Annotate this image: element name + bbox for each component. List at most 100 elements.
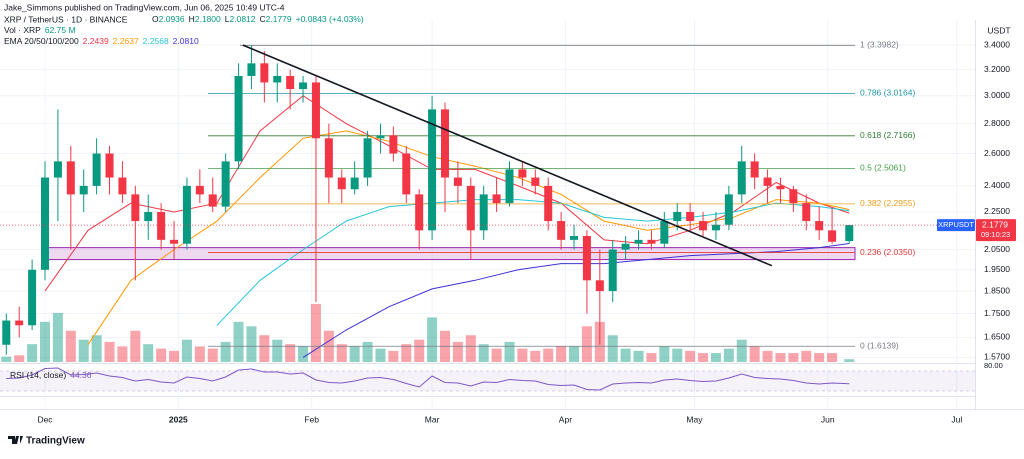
fib-label: 0.618 (2.7166)	[860, 130, 915, 140]
x-tick-label: Dec	[37, 414, 53, 424]
volume-value: 62.75 M	[45, 25, 76, 35]
volume-label: Vol · XRP 62.75 M	[4, 25, 76, 35]
candle-body	[699, 221, 708, 231]
fib-label: 0.382 (2.2955)	[860, 198, 915, 208]
candle-body	[518, 169, 527, 178]
rsi-line	[6, 367, 850, 391]
y-tick-label: 1.9500	[984, 264, 1010, 274]
volume-bar	[194, 346, 205, 362]
volume-bar	[401, 344, 412, 362]
candle-body	[273, 75, 282, 83]
volume-bar	[801, 350, 812, 362]
candle-body	[595, 280, 604, 292]
ema-value: 2.2439	[83, 36, 109, 46]
volume-bar	[349, 346, 360, 362]
volume-bar	[220, 341, 231, 362]
x-tick-label: May	[686, 414, 703, 424]
ohlc-key: L	[225, 14, 230, 24]
candle-body	[582, 236, 591, 281]
ohlc-key: O	[152, 14, 159, 24]
candle-body	[324, 138, 333, 178]
candle-body	[195, 185, 204, 195]
volume-bar	[698, 353, 709, 362]
candle-body	[453, 177, 462, 186]
x-tick-label: Jun	[821, 414, 835, 424]
volume-bar	[478, 344, 489, 362]
candle-body	[350, 177, 359, 190]
candle-body	[234, 75, 243, 162]
candle-body	[105, 153, 114, 178]
ohlc-value: 2.1779	[266, 14, 292, 24]
ema-legend: EMA 20/50/100/200 2.2439 2.2637 2.2568 2.081…	[4, 36, 199, 46]
volume-bar	[78, 339, 89, 362]
x-tick-label: Mar	[425, 414, 440, 424]
logo: TradingView	[8, 436, 85, 447]
candle-body	[466, 185, 475, 231]
volume-bar	[169, 350, 180, 362]
price-tag-value: 2.1779	[982, 219, 1008, 229]
y-tick-label: 3.4000	[984, 39, 1010, 49]
volume-bar	[633, 350, 644, 362]
labels: Jake_Simmons published on TradingView.co…	[4, 2, 1011, 446]
volume-bar	[1, 356, 12, 362]
rsi-legend: RSI (14, close) 44.36	[10, 370, 92, 380]
rsi: 80.00	[0, 361, 1003, 392]
symbol: XRP / TetherUS · 1D · BINANCE	[4, 14, 128, 24]
candle-body	[750, 161, 759, 178]
candles	[2, 45, 854, 355]
candle-body	[544, 185, 553, 222]
volume-bar	[465, 335, 476, 362]
rsi-value: 44.36	[70, 370, 92, 380]
candle-body	[144, 211, 153, 222]
candle-body	[711, 224, 720, 231]
candle-body	[686, 211, 695, 222]
y-tick-label: 1.7500	[984, 308, 1010, 318]
candle-body	[79, 185, 88, 195]
volume-bar	[685, 350, 696, 362]
volume-bar	[517, 348, 528, 362]
y-tick-label: 1.6500	[984, 332, 1010, 342]
fib-label: 0.5 (2.5061)	[860, 163, 906, 173]
volume-bar	[246, 326, 257, 362]
volume-bar	[827, 353, 838, 362]
candle-body	[311, 82, 320, 139]
candle-body	[634, 239, 643, 244]
ohlc-change: +0.0843 (+4.03%)	[296, 14, 364, 24]
candle-body	[531, 177, 540, 186]
candle-body	[170, 239, 179, 244]
candle-body	[337, 177, 346, 190]
candle-body	[260, 63, 269, 83]
candle-body	[763, 177, 772, 186]
ema-title: EMA 20/50/100/200	[4, 36, 79, 46]
volume-bar	[336, 344, 347, 362]
volume-bar	[452, 341, 463, 362]
volume-bar	[375, 348, 386, 362]
volume-title: Vol · XRP	[4, 25, 41, 35]
rsi-tick-label: 80.00	[984, 361, 1003, 370]
y-tick-label: 2.4000	[984, 180, 1010, 190]
ohlc-value: 2.0936	[159, 14, 185, 24]
volume-bar	[143, 344, 154, 362]
volume-bar	[491, 348, 502, 362]
candle-body	[660, 221, 669, 244]
candle-body	[621, 243, 630, 250]
y-tick-label: 2.0500	[984, 244, 1010, 254]
candle-body	[845, 225, 854, 242]
x-tick-label: 2025	[169, 414, 188, 424]
volume-bar	[130, 330, 141, 362]
ema-line	[87, 130, 850, 345]
x-tick-label: Feb	[304, 414, 319, 424]
volume-bar	[233, 321, 244, 362]
volume-bar	[298, 346, 309, 362]
price-tag-countdown: 09:10:23	[981, 230, 1010, 239]
volume-bar	[104, 341, 115, 362]
volume-bar	[736, 339, 747, 362]
candle-body	[41, 177, 50, 270]
candle-body	[828, 230, 837, 242]
candle-body	[66, 161, 75, 195]
volume-bar	[646, 353, 657, 362]
candle-body	[402, 153, 411, 195]
candle-body	[247, 63, 256, 76]
